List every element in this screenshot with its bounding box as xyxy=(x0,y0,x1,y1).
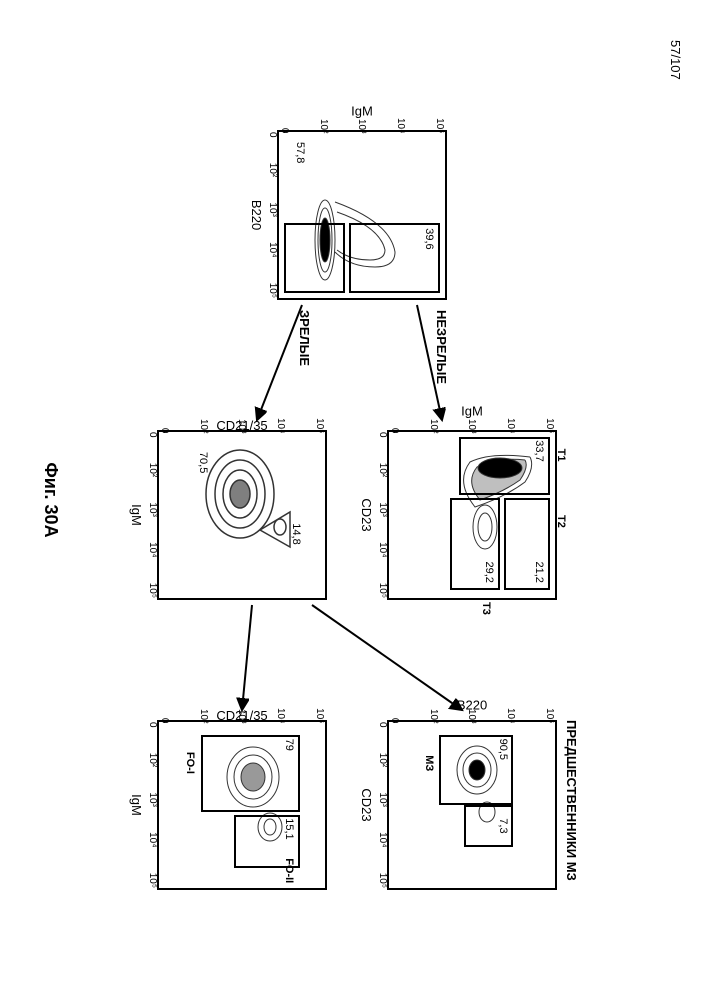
val-p3-upper: 14,8 xyxy=(290,523,302,544)
p2-xticks: 010²10³10⁴10⁵ xyxy=(377,432,388,598)
arrow-p1-p3 xyxy=(247,300,307,430)
p5-xlabel: IgM xyxy=(129,722,144,888)
landscape-content: 57/107 39,6 57,8 IgM B220 10⁵10⁴10³10²0 … xyxy=(0,0,707,1000)
val-p1-top: 39,6 xyxy=(423,228,435,249)
lbl-fo2: FO-II xyxy=(283,858,295,883)
p4-xticks: 010²10³10⁴10⁵ xyxy=(377,722,388,888)
p1-xticks: 010²10³10⁴10⁵ xyxy=(267,132,278,298)
p5-xticks: 010²10³10⁴10⁵ xyxy=(147,722,158,888)
lbl-t1: T1 xyxy=(555,449,567,462)
arrow-p3-p4 xyxy=(307,600,467,720)
page: 57/107 39,6 57,8 IgM B220 10⁵10⁴10³10²0 … xyxy=(0,0,707,1000)
gate-mature xyxy=(284,223,345,293)
val-t2: 21,2 xyxy=(533,561,545,582)
val-fo2: 15,1 xyxy=(283,818,295,839)
lbl-t3: T3 xyxy=(480,602,492,615)
panel-2: 33,7 21,2 29,2 T1 T2 T3 IgM CD23 10⁵10⁴1… xyxy=(387,430,557,600)
p3-xlabel: IgM xyxy=(129,432,144,598)
figure-caption: Фиг. 30A xyxy=(40,0,61,1000)
arrow-p3-p5 xyxy=(227,600,267,720)
p1-xlabel: B220 xyxy=(249,132,264,298)
p3-xticks: 010²10³10⁴10⁵ xyxy=(147,432,158,598)
p2-ylabel: IgM xyxy=(461,403,483,418)
val-p3-lower: 70,5 xyxy=(197,452,209,473)
val-p1-bottom: 57,8 xyxy=(294,142,306,163)
lbl-t2: T2 xyxy=(555,515,567,528)
val-mzp: 7,3 xyxy=(497,818,509,833)
val-mz: 90,5 xyxy=(497,739,509,760)
val-t1: 33,7 xyxy=(533,440,545,461)
panel-4: 90,5 7,3 МЗ B220 CD23 10⁵10⁴10³10²0 010²… xyxy=(387,720,557,890)
lbl-mz: МЗ xyxy=(423,755,435,771)
p1-ylabel: IgM xyxy=(351,103,373,118)
page-number: 57/107 xyxy=(668,40,683,80)
p4-xlabel: CD23 xyxy=(359,722,374,888)
p1-yticks: 10⁵10⁴10³10²0 xyxy=(279,118,445,133)
panel-1: 39,6 57,8 IgM B220 10⁵10⁴10³10²0 010²10³… xyxy=(277,130,447,300)
val-fo1: 79 xyxy=(283,739,295,751)
val-t3: 29,2 xyxy=(483,561,495,582)
p2-xlabel: CD23 xyxy=(359,432,374,598)
arrow-p1-p2 xyxy=(407,300,447,430)
panel-5: 79 15,1 FO-I FO-II CD21/35 IgM 10⁵10⁴10³… xyxy=(157,720,327,890)
panel-3: 14,8 70,5 CD21/35 IgM 10⁵10⁴10³10²0 010²… xyxy=(157,430,327,600)
panel-3-contours xyxy=(159,432,325,598)
label-mzp-title: ПРЕДШЕСТВЕННИКИ МЗ xyxy=(564,720,579,881)
lbl-fo1: FO-I xyxy=(184,752,196,774)
